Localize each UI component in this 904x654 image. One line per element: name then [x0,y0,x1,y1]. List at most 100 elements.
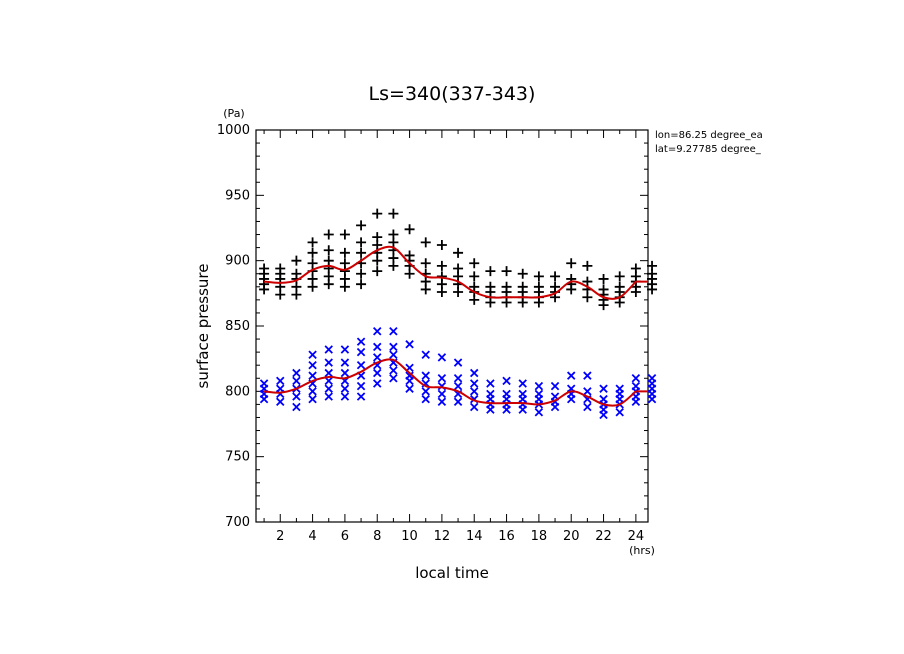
cross-marker [453,397,463,407]
cross-marker [308,350,317,359]
cross-marker [534,408,544,417]
cross-marker [389,350,398,359]
x-tick-label: 6 [341,529,349,544]
cross-marker [405,384,414,393]
cross-marker [469,368,479,378]
plus-marker [566,258,577,269]
cross-marker [340,358,350,367]
plus-marker [436,271,447,282]
cross-marker [405,340,414,349]
plus-marker [436,260,447,271]
plus-marker [307,258,318,269]
cross-marker [453,358,463,367]
cross-marker [259,379,269,388]
x-tick-label: 20 [563,529,580,544]
cross-marker [486,379,495,388]
plus-marker [372,208,383,219]
plus-marker [582,260,593,271]
cross-marker [292,376,301,386]
plus-marker [356,237,367,248]
cross-marker [276,384,285,393]
plus-marker [453,247,464,258]
plus-marker [291,255,302,266]
cross-marker [308,387,317,396]
cross-marker [599,394,608,404]
plus-marker [533,271,544,282]
cross-marker [615,384,624,393]
cross-marker [453,374,463,383]
cross-marker [276,376,285,386]
cross-marker [469,402,479,412]
cross-marker [324,376,333,386]
cross-marker [502,389,511,399]
cross-marker [469,387,479,396]
plus-marker [372,266,383,277]
cross-marker [324,384,333,393]
x-tick-label: 2 [276,529,284,544]
cross-marker [631,374,641,383]
plus-marker [339,258,350,269]
plus-marker [275,263,286,274]
y-tick-label: 750 [225,450,250,465]
cross-marker [437,397,447,407]
cross-marker [324,368,333,378]
x-tick-labels: 2 4 6 8 10 12 14 16 18 20 22 24 [276,529,644,544]
y-tick-label: 700 [225,515,250,530]
cross-marker [308,360,317,370]
y-tick-label: 1000 [217,123,250,138]
plus-marker [598,273,609,284]
cross-marker [373,353,382,362]
plus-marker [517,268,528,279]
cross-marker [647,374,657,383]
cross-marker [356,337,366,346]
cross-marker [421,371,430,380]
cross-marker [437,374,447,383]
cross-marker [373,342,382,352]
mean-curves [263,245,648,407]
plus-marker [420,237,431,248]
y-tick-label: 950 [225,188,250,203]
plus-marker [323,229,334,240]
plus-marker [388,229,399,240]
plus-marker [501,281,512,292]
cross-marker [583,387,592,396]
plus-marker [323,245,334,256]
cross-marker [550,381,560,391]
cross-marker [308,371,317,380]
plus-marker [469,258,480,269]
plus-marker [404,224,415,235]
cross-marker [324,345,333,354]
cross-marker [276,397,285,407]
cross-marker [373,368,382,378]
x-axis-title: local time [415,564,489,582]
cross-marker [534,381,544,391]
y-axis-title: surface pressure [194,264,212,389]
cross-marker [389,366,398,375]
cross-marker [340,345,350,354]
cross-marker [389,374,398,383]
cross-marker [292,392,301,401]
x-tick-label: 4 [308,529,316,544]
plus-marker [388,208,399,219]
x-tick-label: 16 [498,529,515,544]
plus-marker [582,276,593,287]
cross-marker [340,368,350,378]
x-tick-label: 10 [401,529,418,544]
cross-marker [566,371,576,380]
x-tick-label: 22 [595,529,612,544]
x-tick-label: 12 [434,529,451,544]
cross-marker [583,371,592,380]
cross-marker [631,381,641,391]
y-tick-label: 900 [225,254,250,269]
plus-marker [356,220,367,231]
cross-marker [340,392,350,401]
plus-marker [469,281,480,292]
plus-marker [356,268,367,279]
cross-marker [356,381,366,391]
x-tick-label: 8 [373,529,381,544]
cross-marker [356,360,366,370]
cross-marker [518,389,527,399]
cross-marker [437,353,447,362]
cross-marker [583,402,592,412]
